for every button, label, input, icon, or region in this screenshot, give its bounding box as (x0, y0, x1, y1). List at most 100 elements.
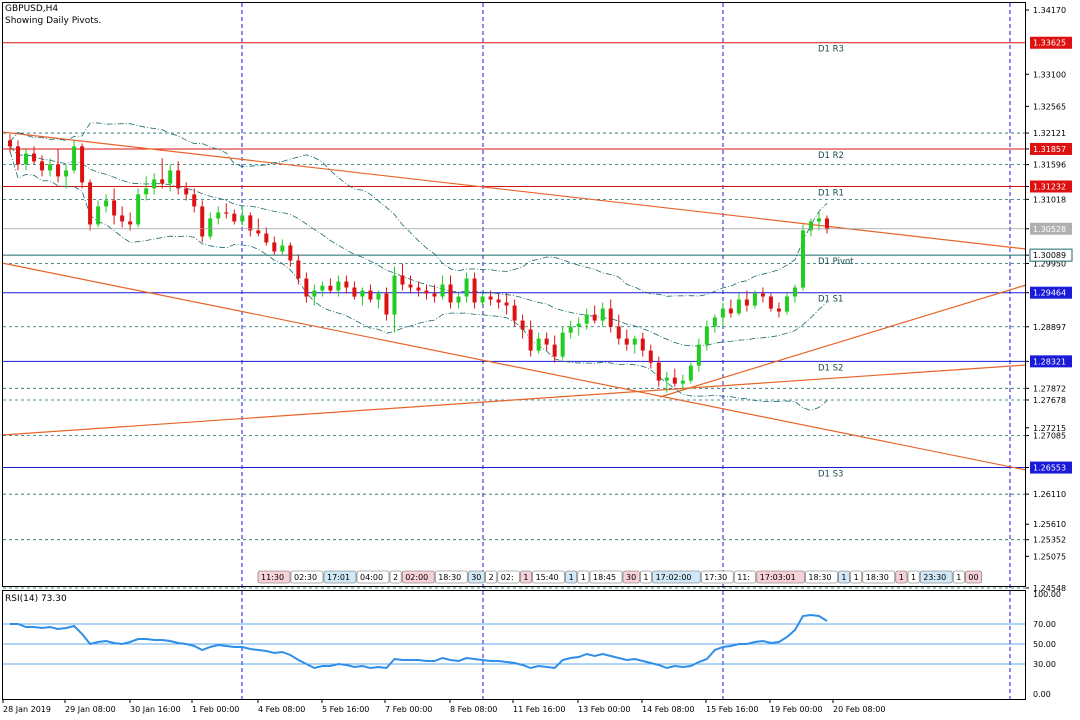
candle-body[interactable] (152, 179, 157, 189)
trendline-long-support[interactable] (1, 364, 1027, 436)
candle-body[interactable] (552, 344, 557, 357)
candle-body[interactable] (32, 153, 37, 162)
candle-body[interactable] (672, 377, 677, 384)
session-marker[interactable] (907, 570, 920, 584)
candle-body[interactable] (712, 317, 717, 327)
candle-body[interactable] (224, 212, 229, 214)
candle-body[interactable] (136, 194, 141, 225)
session-marker[interactable] (965, 570, 983, 584)
candle-body[interactable] (800, 230, 805, 288)
candle-body[interactable] (544, 338, 549, 345)
session-marker[interactable] (565, 570, 578, 584)
candle-body[interactable] (624, 338, 629, 345)
candle-body[interactable] (680, 380, 685, 384)
candle-body[interactable] (8, 140, 12, 147)
candle-body[interactable] (144, 188, 149, 195)
session-marker[interactable] (652, 570, 701, 584)
candle-body[interactable] (192, 194, 197, 207)
session-marker[interactable] (389, 570, 402, 584)
candle-body[interactable] (296, 260, 301, 279)
trendline-lower-channel[interactable] (1, 262, 1027, 471)
candle-body[interactable] (232, 213, 237, 222)
candle-body[interactable] (416, 287, 421, 291)
session-marker[interactable] (589, 570, 623, 584)
session-marker[interactable] (919, 570, 953, 584)
session-marker[interactable] (356, 570, 390, 584)
candle-body[interactable] (208, 218, 213, 237)
candle-body[interactable] (400, 275, 405, 285)
session-marker[interactable] (622, 570, 640, 584)
candle-body[interactable] (200, 206, 205, 237)
candle-body[interactable] (792, 287, 797, 297)
session-marker[interactable] (323, 570, 357, 584)
candle-body[interactable] (112, 200, 117, 216)
candle-body[interactable] (720, 308, 725, 318)
candle-body[interactable] (528, 329, 533, 351)
candle-body[interactable] (104, 200, 109, 207)
candle-body[interactable] (248, 215, 253, 231)
candle-body[interactable] (504, 302, 509, 306)
candle-body[interactable] (432, 293, 437, 297)
candle-body[interactable] (96, 206, 101, 225)
candle-body[interactable] (584, 314, 589, 324)
session-marker[interactable] (850, 570, 863, 584)
session-marker[interactable] (838, 570, 850, 584)
candle-body[interactable] (736, 299, 741, 314)
candle-body[interactable] (640, 338, 645, 351)
candle-body[interactable] (520, 320, 525, 330)
candle-body[interactable] (576, 323, 581, 327)
candle-body[interactable] (424, 290, 429, 294)
candle-body[interactable] (256, 230, 261, 234)
candle-body[interactable] (704, 326, 709, 345)
candle-body[interactable] (272, 242, 277, 252)
candle-body[interactable] (72, 146, 77, 171)
candle-body[interactable] (816, 218, 821, 222)
candle-body[interactable] (288, 245, 293, 261)
candle-body[interactable] (304, 278, 309, 297)
candle-body[interactable] (784, 296, 789, 312)
candle-body[interactable] (768, 296, 773, 309)
candle-body[interactable] (560, 332, 565, 357)
session-marker[interactable] (467, 570, 485, 584)
candle-body[interactable] (808, 221, 813, 231)
session-marker[interactable] (952, 570, 965, 584)
candle-body[interactable] (24, 153, 29, 165)
candle-body[interactable] (392, 275, 397, 315)
candle-body[interactable] (728, 308, 733, 314)
session-marker[interactable] (862, 570, 896, 584)
candle-body[interactable] (408, 284, 413, 288)
session-marker[interactable] (640, 570, 652, 584)
candle-body[interactable] (40, 161, 45, 171)
candle-body[interactable] (120, 215, 125, 222)
candle-body[interactable] (48, 164, 53, 171)
candle-body[interactable] (752, 293, 757, 306)
candle-body[interactable] (184, 188, 189, 195)
candle-body[interactable] (696, 344, 701, 366)
candle-body[interactable] (664, 377, 669, 381)
candle-body[interactable] (456, 296, 461, 303)
candle-body[interactable] (56, 164, 61, 177)
candle-body[interactable] (368, 290, 373, 300)
candle-body[interactable] (440, 284, 445, 297)
candle-body[interactable] (216, 212, 221, 219)
candle-body[interactable] (312, 290, 317, 297)
session-marker[interactable] (577, 570, 590, 584)
candle-body[interactable] (760, 293, 765, 297)
candle-body[interactable] (240, 215, 245, 222)
candle-body[interactable] (616, 326, 621, 339)
candle-body[interactable] (176, 170, 181, 189)
candle-body[interactable] (656, 362, 661, 381)
candle-body[interactable] (352, 287, 357, 297)
candle-body[interactable] (328, 285, 333, 291)
session-marker[interactable] (485, 570, 498, 584)
session-marker[interactable] (756, 570, 805, 584)
candle-body[interactable] (592, 314, 597, 321)
candle-body[interactable] (336, 281, 341, 291)
candle-body[interactable] (168, 170, 173, 184)
candle-body[interactable] (264, 233, 269, 243)
candle-body[interactable] (376, 293, 381, 300)
session-marker[interactable] (805, 570, 838, 584)
candle-body[interactable] (360, 290, 365, 297)
trendline-upper-channel[interactable] (1, 131, 1027, 250)
